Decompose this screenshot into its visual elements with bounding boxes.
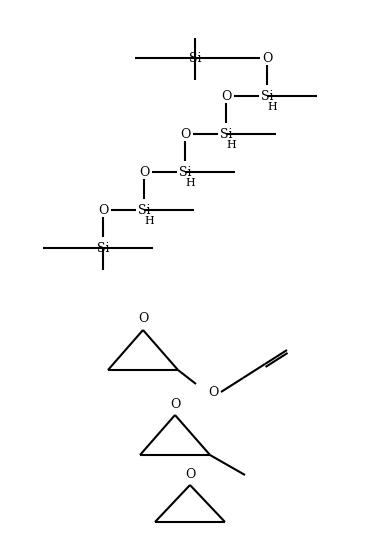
Text: O: O [262, 52, 272, 65]
Text: O: O [221, 89, 231, 103]
Text: Si: Si [138, 203, 150, 216]
Text: H: H [185, 178, 195, 188]
Text: O: O [138, 313, 148, 325]
Text: H: H [267, 102, 277, 112]
Text: O: O [170, 398, 180, 410]
Text: O: O [208, 386, 218, 399]
Text: O: O [139, 166, 149, 179]
Text: H: H [226, 140, 236, 150]
Text: O: O [180, 128, 190, 140]
Text: H: H [144, 216, 154, 226]
Text: Si: Si [189, 52, 201, 65]
Text: Si: Si [261, 89, 273, 103]
Text: O: O [98, 203, 108, 216]
Text: Si: Si [97, 242, 109, 254]
Text: O: O [185, 468, 195, 480]
Text: Si: Si [179, 166, 191, 179]
Text: Si: Si [220, 128, 232, 140]
